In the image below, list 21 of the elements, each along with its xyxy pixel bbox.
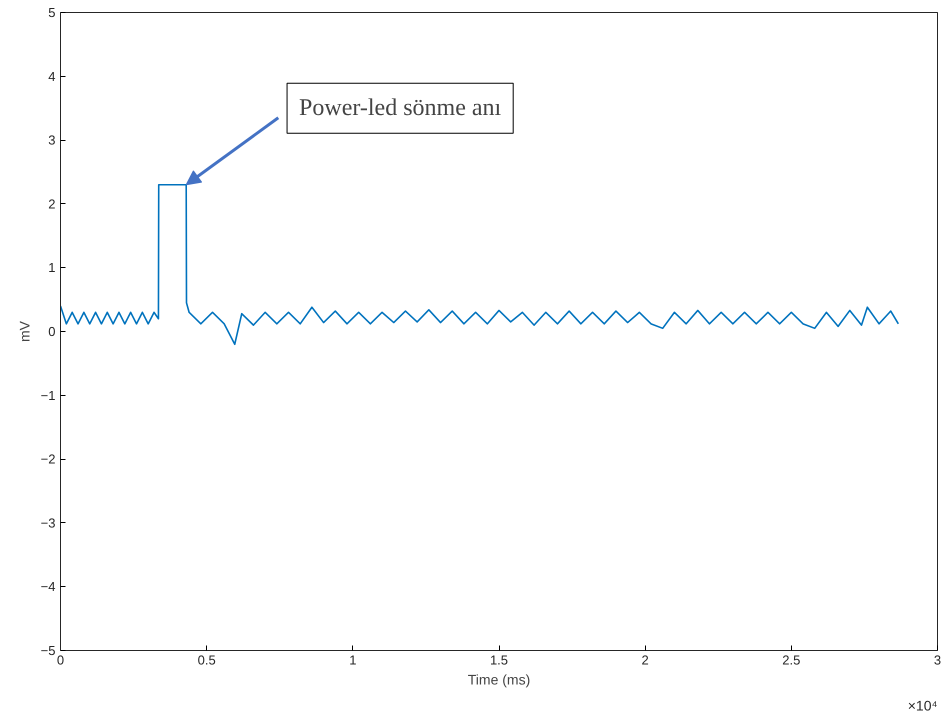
text: ×10⁴ bbox=[908, 698, 938, 714]
y-tick-label: −1 bbox=[40, 388, 56, 403]
x-axis-title: Time (ms) bbox=[468, 672, 530, 688]
y-tick-label: 1 bbox=[48, 260, 56, 276]
y-tick-label: −4 bbox=[40, 579, 56, 594]
x-tick-label: 0.5 bbox=[198, 652, 216, 668]
x-tick-label: 2 bbox=[642, 652, 649, 668]
x-tick-label: 1 bbox=[349, 652, 356, 668]
x-tick-label: 3 bbox=[934, 652, 942, 668]
y-tick-label: 5 bbox=[48, 5, 56, 20]
x-tick-label: 2.5 bbox=[782, 652, 800, 668]
y-tick-label: 3 bbox=[48, 132, 56, 148]
x-tick-label: 1.5 bbox=[490, 652, 508, 668]
y-tick-label: −3 bbox=[40, 515, 56, 530]
y-axis-title: mV bbox=[16, 320, 33, 342]
y-tick-label: 0 bbox=[48, 324, 56, 339]
annotation: Power-led sönme anı bbox=[299, 95, 502, 122]
y-tick-label: 2 bbox=[48, 196, 56, 212]
y-tick-label: 4 bbox=[48, 68, 56, 84]
y-tick-label: −5 bbox=[40, 643, 56, 658]
y-tick-label: −2 bbox=[40, 452, 56, 467]
